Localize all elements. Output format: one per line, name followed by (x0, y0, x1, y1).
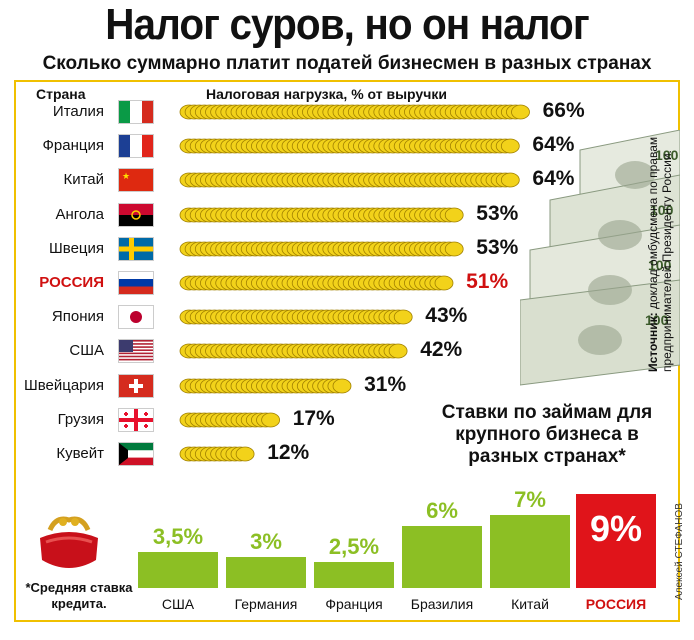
flag-icon (118, 373, 154, 398)
flag-icon (118, 442, 154, 466)
coin-bar (179, 138, 520, 154)
flag-icon (118, 134, 154, 159)
svg-text:100: 100 (648, 257, 672, 273)
loan-bar (314, 562, 394, 588)
tax-value-label: 51% (466, 270, 509, 293)
coin-bar (179, 241, 464, 257)
page-subtitle: Сколько суммарно платит податей бизнесме… (42, 53, 652, 74)
svg-text:100: 100 (650, 202, 674, 218)
flag-icon (118, 339, 154, 364)
loan-bar (490, 515, 570, 588)
loan-bar (576, 494, 656, 588)
coin (332, 378, 352, 393)
country-column-header: Страна (36, 86, 86, 102)
loan-value-label: 3,5% (152, 523, 204, 549)
loan-value-label: 9% (589, 508, 643, 550)
country-label: Китай (63, 171, 104, 189)
country-label: Швеция (49, 239, 104, 257)
coin-bar (179, 275, 454, 291)
coin (393, 309, 413, 325)
loan-country-label: Китай (511, 596, 549, 612)
source-label: Источник: (646, 312, 660, 372)
tax-value-label: 17% (292, 406, 335, 430)
tax-value-label: 64% (532, 133, 575, 157)
coin (434, 275, 454, 291)
coin (511, 104, 530, 120)
coin-bar (179, 309, 413, 325)
coin-bar (179, 378, 352, 393)
flag-icon (118, 202, 154, 227)
svg-text:★: ★ (122, 171, 130, 181)
coin (444, 207, 464, 222)
coin (500, 172, 520, 188)
tax-value-label: 64% (532, 167, 575, 191)
tax-value-label: 12% (267, 441, 310, 464)
country-label: Италия (52, 103, 104, 120)
coin-bar (179, 412, 281, 428)
country-label: Кувейт (56, 445, 104, 462)
money-stack-image: 100 100 100 100 (520, 130, 680, 390)
country-label: Грузия (57, 410, 104, 428)
coin (261, 412, 281, 428)
author-credit: Алексей СТЕФАНОВ (674, 503, 685, 600)
coin (500, 138, 520, 154)
tax-value-label: 66% (542, 99, 585, 122)
loan-country-label: Германия (234, 596, 298, 612)
loan-value-label: 7% (514, 487, 546, 513)
flag-icon (118, 100, 154, 124)
tax-value-label: 43% (425, 304, 468, 328)
source-note: Источник: доклад омбудсмена по правам пр… (646, 72, 674, 372)
purse-icon (36, 512, 102, 574)
coin (235, 446, 255, 462)
svg-text:100: 100 (645, 312, 669, 328)
tax-value-label: 53% (476, 201, 519, 225)
loan-value-label: 3% (250, 528, 282, 554)
tax-load-column-header: Налоговая нагрузка, % от выручки (206, 86, 447, 102)
page-title: Налог суров, но он налог (105, 0, 590, 49)
footnote: *Средняя ставка кредита. (25, 580, 133, 611)
flag-icon (118, 236, 154, 261)
flag-icon (118, 407, 154, 432)
country-label: Швейцария (23, 376, 104, 394)
coin-bar (179, 172, 520, 188)
country-label: Франция (42, 137, 104, 155)
flag-icon (118, 305, 154, 330)
coin (444, 241, 464, 257)
coin-bar (179, 104, 530, 120)
loan-bar (138, 551, 218, 588)
coin-bar (179, 207, 464, 222)
loan-country-label: Бразилия (410, 596, 474, 612)
loan-bar (402, 525, 482, 588)
country-label: Япония (51, 308, 104, 326)
loan-country-label: США (161, 596, 195, 612)
tax-value-label: 42% (420, 338, 463, 362)
loan-country-label: РОССИЯ (585, 596, 647, 612)
coin-bar (179, 446, 255, 462)
tax-value-label: 31% (364, 372, 407, 396)
loan-value-label: 6% (426, 497, 458, 523)
flag-icon (118, 271, 154, 295)
svg-text:100: 100 (655, 147, 679, 163)
flag-icon: ★ (118, 168, 154, 193)
coin-bar (179, 343, 408, 359)
loan-value-label: 2,5% (328, 534, 380, 559)
country-label: РОССИЯ (39, 274, 104, 291)
loan-country-label: Франция (325, 596, 383, 612)
money-stack-icon: 100 100 100 100 (520, 130, 680, 386)
loan-chart-title: Ставки по займам для крупного бизнеса в … (441, 402, 653, 467)
coin (388, 343, 408, 359)
country-label: США (69, 342, 104, 360)
loan-bar (226, 556, 306, 588)
country-label: Ангола (55, 205, 104, 223)
tax-value-label: 53% (476, 235, 519, 259)
